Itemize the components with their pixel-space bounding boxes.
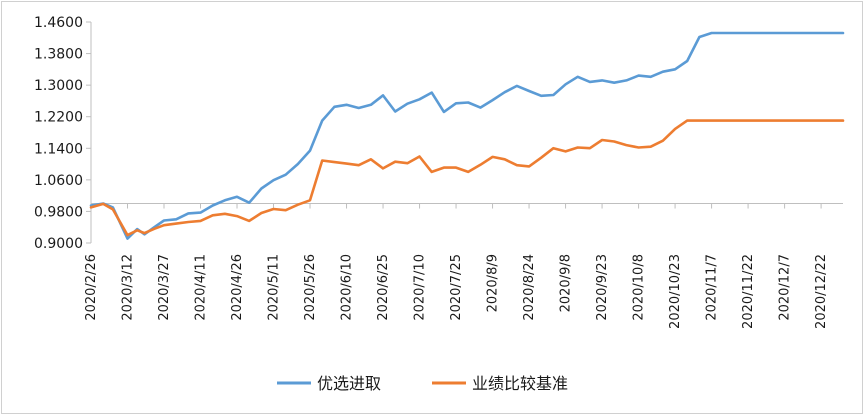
x-tick-label: 2020/3/12 — [121, 254, 136, 321]
y-tick-label: 1.3800 — [34, 47, 83, 63]
x-tick-label: 2020/9/23 — [595, 254, 610, 321]
x-tick-label: 2020/7/25 — [449, 254, 464, 321]
x-tick-label: 2020/8/9 — [486, 254, 501, 312]
x-tick-label: 2020/4/26 — [230, 254, 245, 321]
x-tick-label: 2020/11/7 — [705, 254, 720, 321]
x-tick-label: 2020/5/11 — [267, 254, 282, 321]
y-tick-label: 1.0600 — [34, 173, 83, 189]
x-tick-label: 2020/7/10 — [413, 254, 428, 321]
y-tick-label: 1.4600 — [34, 15, 83, 31]
x-tick-label: 2020/11/22 — [741, 254, 756, 329]
x-tick-label: 2020/12/7 — [778, 254, 793, 321]
series-line-2 — [89, 119, 845, 237]
x-tick-label: 2020/2/26 — [84, 254, 99, 321]
series-line-1 — [89, 31, 845, 240]
x-tick-label: 2020/8/24 — [522, 254, 537, 321]
x-tick-label: 2020/6/25 — [376, 254, 391, 321]
y-tick-label: 1.2200 — [34, 110, 83, 126]
legend-label-1: 优选进取 — [317, 374, 381, 393]
x-tick-label: 2020/5/26 — [303, 254, 318, 321]
y-tick-label: 0.9000 — [34, 236, 83, 252]
x-tick-label: 2020/3/27 — [157, 254, 172, 321]
x-tick-label: 2020/4/11 — [194, 254, 209, 321]
y-tick-label: 1.1400 — [34, 141, 83, 157]
x-tick-label: 2020/10/23 — [668, 254, 683, 329]
x-tick-label: 2020/10/8 — [632, 254, 647, 321]
x-tick-label: 2020/9/8 — [559, 254, 574, 312]
legend-label-2: 业绩比较基准 — [472, 374, 568, 393]
x-tick-label: 2020/12/22 — [814, 254, 829, 329]
y-tick-label: 0.9800 — [34, 204, 83, 220]
x-tick-label: 2020/6/10 — [340, 254, 355, 321]
y-tick-label: 1.3000 — [34, 78, 83, 94]
